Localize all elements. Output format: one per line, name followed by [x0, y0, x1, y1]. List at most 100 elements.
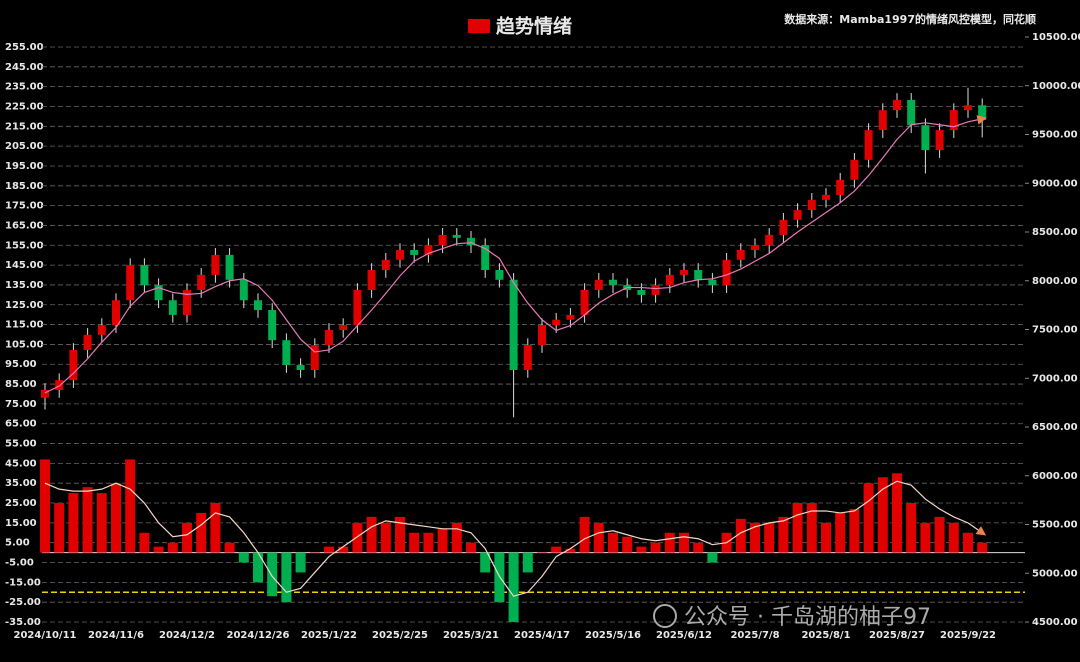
y-tick-label: -25.00: [5, 597, 41, 608]
x-tick-label: 2024/12/26: [227, 630, 290, 641]
x-tick-label: 2024/12/2: [159, 630, 215, 641]
y-tick-label: 25.00: [5, 498, 37, 509]
histogram-bar: [664, 532, 675, 553]
histogram-bar: [735, 518, 746, 553]
histogram-bar: [380, 522, 391, 553]
histogram-bar: [906, 503, 917, 553]
histogram-bar: [267, 552, 278, 597]
y-tick-label: 235.00: [5, 82, 44, 93]
candle-body: [154, 285, 163, 301]
candle-body: [949, 110, 958, 131]
candle-body: [665, 274, 674, 286]
candle-body: [751, 245, 759, 251]
candle-body: [538, 325, 546, 346]
plot-area: 255.00 245.00 235.00 225.00 215.00 205.00 195.…: [5, 32, 1080, 641]
histogram-bar: [451, 522, 462, 553]
y2-tick-label: 6000.00: [1032, 471, 1078, 482]
y-tick-label: 185.00: [5, 181, 44, 192]
histogram-bar: [750, 522, 760, 553]
x-tick-label: 2025/8/27: [869, 630, 925, 641]
histogram-bar: [650, 542, 661, 553]
y-tick-label: 195.00: [5, 161, 44, 172]
candle-body: [722, 259, 731, 286]
histogram-bar: [395, 516, 405, 553]
histogram-bar: [82, 487, 93, 553]
candle-body: [452, 234, 461, 238]
histogram-bar: [892, 473, 902, 553]
histogram-bar: [863, 483, 874, 553]
candle-body: [112, 300, 120, 326]
histogram-bar: [522, 552, 533, 573]
y2-tick-label: 7500.00: [1032, 325, 1078, 336]
histogram-bar: [153, 546, 164, 553]
histogram-bar: [409, 532, 420, 553]
y-tick-label: 215.00: [5, 121, 44, 132]
candle-body: [282, 340, 291, 366]
histogram-bar: [792, 503, 803, 553]
y2-tick-label: 8000.00: [1032, 276, 1078, 287]
histogram-bar: [849, 508, 860, 553]
candle-body: [836, 179, 845, 195]
candle-body: [495, 270, 504, 280]
candle-body: [850, 159, 859, 180]
histogram-bar: [437, 528, 448, 553]
y-tick-label: 115.00: [5, 320, 44, 331]
x-tick-label: 2025/7/8: [730, 630, 779, 641]
y-tick-label: 205.00: [5, 141, 44, 152]
candle-body: [396, 250, 404, 260]
y-tick-label: 145.00: [5, 260, 44, 271]
x-tick-label: 2025/2/25: [372, 630, 428, 641]
y2-tick-label: 6500.00: [1032, 422, 1078, 433]
y2-tick-label: 5500.00: [1032, 520, 1078, 531]
candle-body: [594, 279, 603, 291]
histogram-bar: [821, 522, 831, 553]
candle-body: [325, 329, 333, 346]
histogram-ma-line: [44, 480, 987, 597]
y-tick-label: 175.00: [5, 201, 44, 212]
x-tick-label: 2025/6/12: [656, 630, 712, 641]
candle-body: [964, 105, 972, 111]
histogram-bar: [224, 542, 235, 553]
y-tick-label: 95.00: [5, 359, 37, 370]
candle-body: [55, 380, 64, 390]
histogram-bar: [508, 552, 519, 622]
candle-body: [864, 130, 873, 160]
histogram-bar: [352, 522, 363, 553]
y-tick-label: 105.00: [5, 339, 44, 350]
candle-body: [296, 365, 305, 370]
legend-swatch: [468, 19, 490, 33]
y-tick-label: 245.00: [5, 62, 44, 73]
candle-body: [779, 219, 788, 235]
candle-body: [651, 285, 660, 295]
histogram-bar: [806, 503, 817, 553]
y2-tick-label: 9500.00: [1032, 130, 1078, 141]
y2-tick-label: 10000.00: [1032, 81, 1080, 92]
histogram-bar: [423, 532, 434, 553]
candle-body: [807, 199, 816, 211]
candle-body: [339, 325, 348, 330]
y-tick-label: 135.00: [5, 280, 44, 291]
y-tick-label: 155.00: [5, 240, 44, 251]
watermark: 公众号 · 千岛湖的柚子97: [684, 605, 931, 630]
histogram-bar: [210, 503, 221, 553]
y-tick-label: 45.00: [5, 458, 37, 469]
histogram-bar: [96, 493, 107, 553]
candle-body: [410, 250, 419, 255]
candle-body: [708, 279, 717, 286]
candle-body: [694, 270, 703, 280]
y-tick-label: 35.00: [5, 478, 37, 489]
candle-body: [609, 279, 617, 286]
y2-tick-label: 5000.00: [1032, 568, 1078, 579]
histogram-bar: [707, 552, 718, 563]
histogram-bar: [778, 516, 789, 553]
candle-body: [367, 270, 376, 291]
y-tick-label: 255.00: [5, 42, 44, 53]
y-tick-label: 75.00: [5, 399, 37, 410]
histogram-bar: [253, 552, 263, 583]
candle-body: [907, 99, 916, 126]
histogram-bar: [693, 542, 704, 553]
x-tick-label: 2025/1/22: [301, 630, 357, 641]
y-tick-label: -35.00: [5, 617, 41, 628]
candle-body: [97, 325, 106, 335]
